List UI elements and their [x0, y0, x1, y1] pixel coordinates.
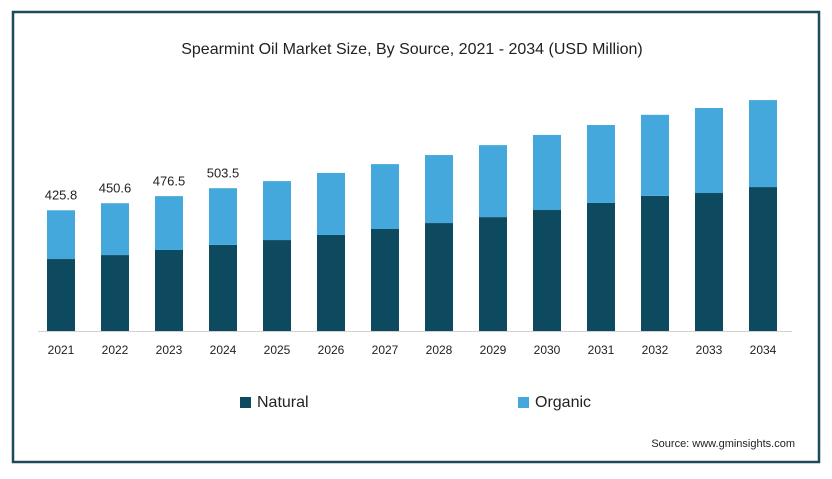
bar-segment	[47, 259, 75, 331]
bar-segment	[479, 145, 507, 218]
x-tick-label: 2030	[534, 343, 561, 357]
bar-segment	[155, 196, 183, 250]
legend-label: Organic	[535, 394, 591, 411]
x-tick-label: 2025	[264, 343, 291, 357]
legend-swatch	[518, 397, 529, 408]
total-label: 503.5	[207, 166, 240, 181]
x-tick-label: 2026	[318, 343, 345, 357]
bar-segment	[587, 202, 615, 331]
bar-segment	[209, 244, 237, 331]
bar-segment	[695, 108, 723, 194]
bar-segment	[425, 155, 453, 224]
total-label: 425.8	[45, 188, 78, 203]
x-tick-label: 2024	[210, 343, 237, 357]
x-tick-label: 2032	[642, 343, 669, 357]
total-label: 450.6	[99, 181, 132, 196]
bar-segment	[695, 193, 723, 331]
bar-segment	[263, 181, 291, 241]
bar-segment	[587, 125, 615, 203]
bar-segment	[317, 172, 345, 235]
bar-segment	[533, 134, 561, 211]
x-tick-label: 2028	[426, 343, 453, 357]
frame	[11, 10, 821, 464]
bar-segment	[371, 164, 399, 229]
legend-label: Natural	[257, 394, 309, 411]
total-label: 476.5	[153, 174, 186, 189]
bar-segment	[641, 195, 669, 331]
bar-segment	[749, 100, 777, 188]
x-tick-label: 2021	[48, 343, 75, 357]
legend-swatch	[240, 397, 251, 408]
bar-segment	[641, 114, 669, 196]
bar-segment	[155, 249, 183, 331]
bar-segment	[425, 223, 453, 331]
bar-segment	[47, 210, 75, 260]
bar-segment	[101, 203, 129, 256]
bar-segment	[533, 210, 561, 331]
bar-segment	[263, 240, 291, 331]
x-tick-label: 2031	[588, 343, 615, 357]
x-tick-label: 2022	[102, 343, 129, 357]
bar-segment	[101, 255, 129, 331]
x-tick-label: 2034	[750, 343, 777, 357]
x-tick-label: 2027	[372, 343, 399, 357]
bar-segment	[479, 217, 507, 331]
bar-segment	[371, 229, 399, 331]
source: Source: www.gminsights.com	[651, 438, 795, 450]
bar-segment	[317, 234, 345, 331]
bar-segment	[209, 188, 237, 245]
bar-segment	[749, 187, 777, 331]
chart-title: Spearmint Oil Market Size, By Source, 20…	[181, 41, 643, 58]
x-tick-label: 2029	[480, 343, 507, 357]
x-tick-label: 2033	[696, 343, 723, 357]
x-tick-label: 2023	[156, 343, 183, 357]
